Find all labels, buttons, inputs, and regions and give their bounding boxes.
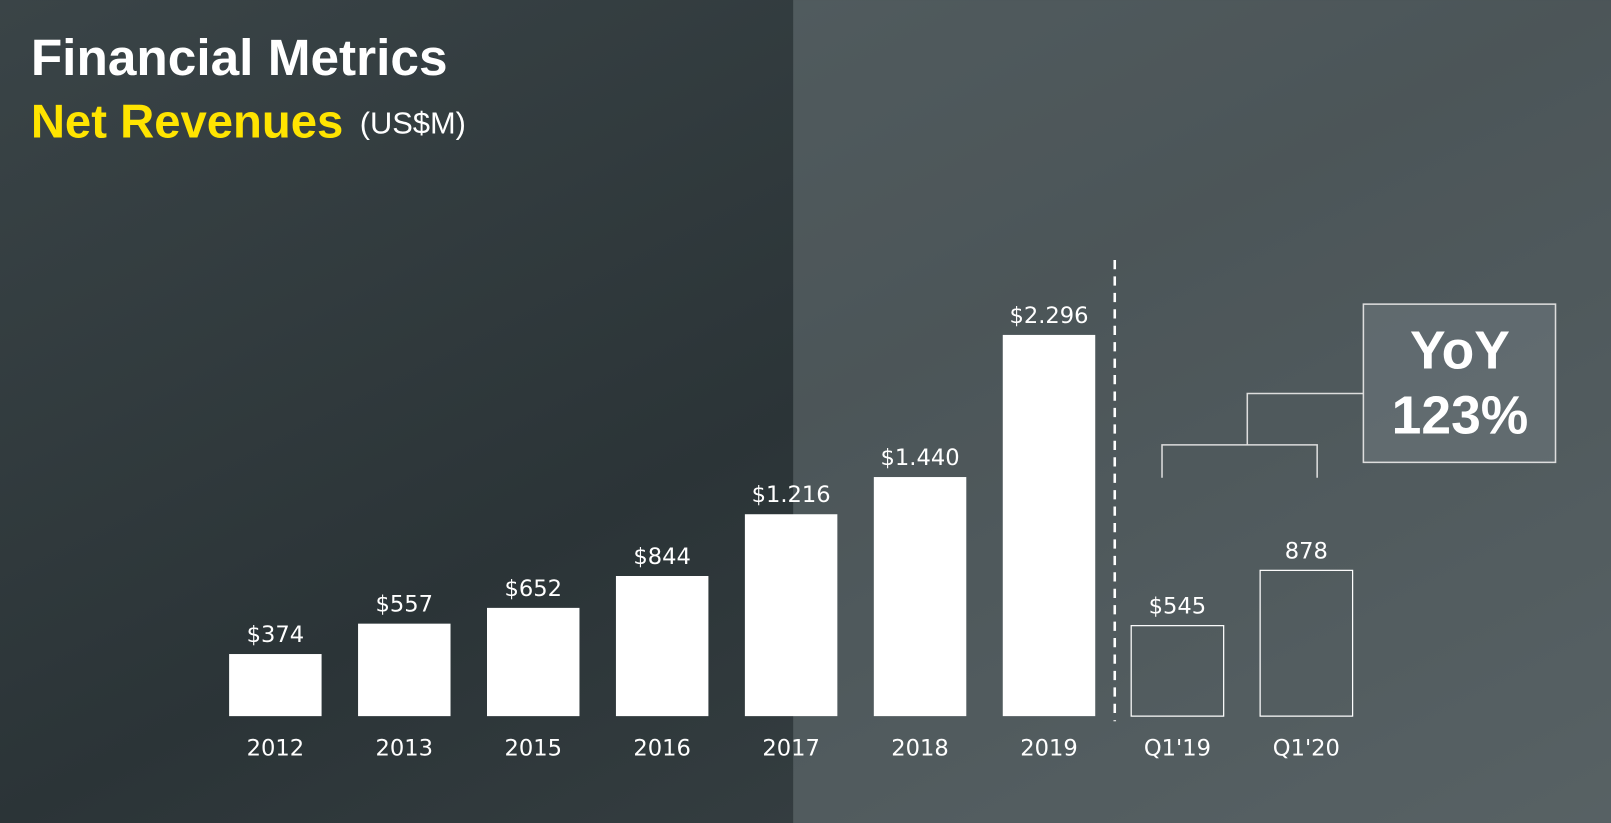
bracket bbox=[1161, 444, 1318, 478]
bar bbox=[744, 514, 838, 717]
bar bbox=[1259, 569, 1354, 717]
x-tick-label: 2015 bbox=[504, 736, 562, 762]
x-tick-label: Q1'19 bbox=[1144, 736, 1211, 762]
value-label: $652 bbox=[504, 576, 562, 602]
value-label: $545 bbox=[1149, 594, 1207, 620]
x-tick-label: 2016 bbox=[633, 736, 691, 762]
yoy-label: YoY bbox=[1410, 322, 1510, 381]
bar bbox=[615, 576, 709, 717]
value-label: $1.216 bbox=[752, 482, 831, 508]
value-label: 878 bbox=[1285, 538, 1328, 564]
x-tick-label: 2017 bbox=[762, 736, 820, 762]
value-label: $557 bbox=[376, 592, 434, 618]
yoy-value: 123% bbox=[1392, 386, 1529, 445]
unit: (US$M) bbox=[360, 106, 466, 141]
value-label: $2.296 bbox=[1009, 303, 1088, 329]
x-tick-label: 2019 bbox=[1020, 736, 1078, 762]
value-label: $844 bbox=[633, 544, 691, 570]
x-tick-label: Q1'20 bbox=[1273, 736, 1340, 762]
x-tick-label: 2018 bbox=[891, 736, 949, 762]
x-tick-label: 2012 bbox=[247, 736, 305, 762]
bar bbox=[229, 654, 322, 717]
bar bbox=[486, 607, 580, 717]
x-tick-label: 2013 bbox=[376, 736, 434, 762]
subtitle: Net Revenues bbox=[31, 96, 344, 149]
bar bbox=[358, 623, 451, 717]
bar bbox=[1130, 625, 1225, 717]
value-label: $374 bbox=[247, 622, 305, 648]
value-label: $1.440 bbox=[881, 445, 960, 471]
bar bbox=[1002, 334, 1096, 717]
bracket-connector bbox=[1246, 392, 1364, 445]
title: Financial Metrics bbox=[31, 28, 448, 86]
yoy-box bbox=[1362, 303, 1557, 464]
subtitle-line: Net Revenues (US$M) bbox=[31, 96, 466, 149]
bar bbox=[873, 477, 967, 717]
